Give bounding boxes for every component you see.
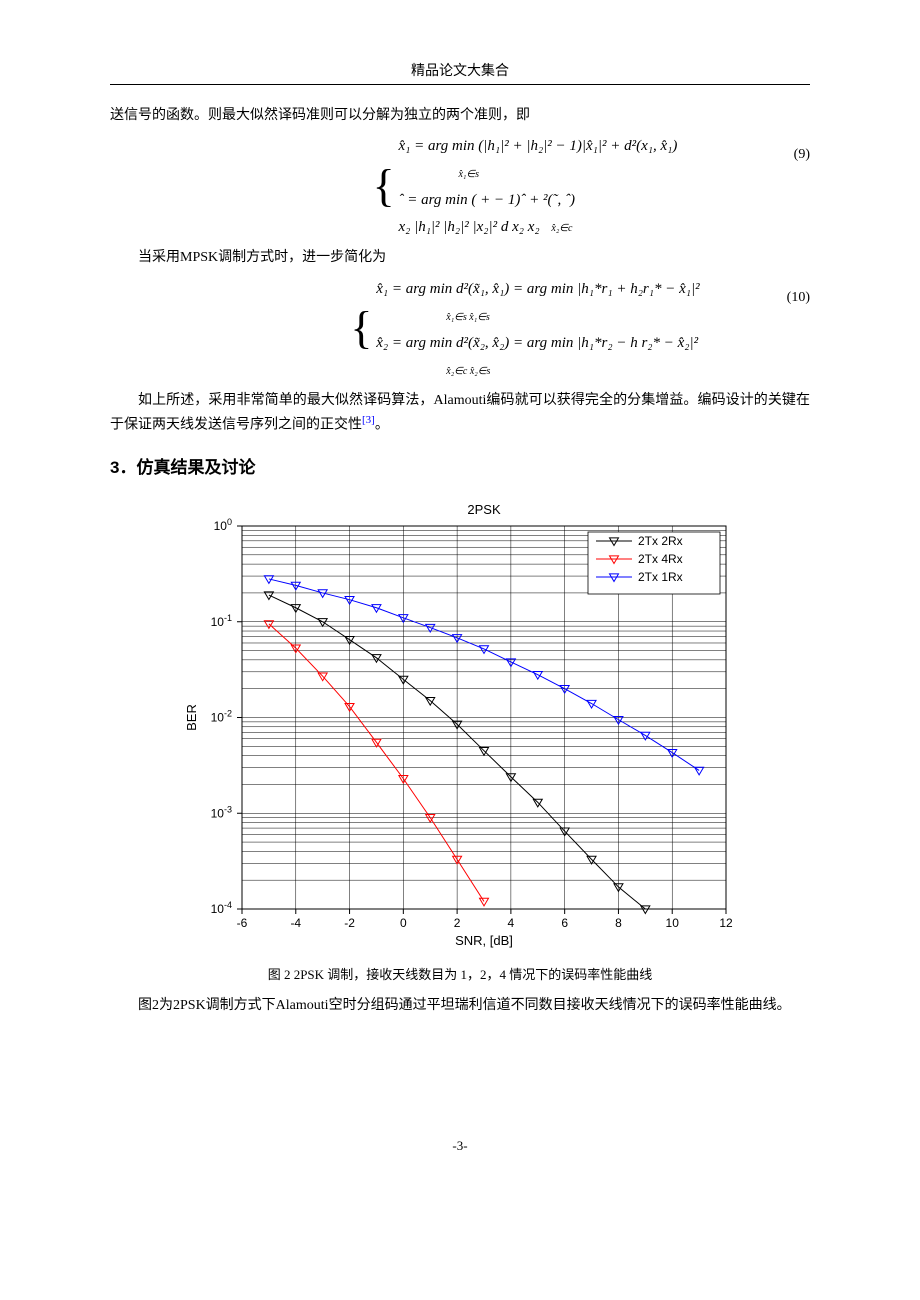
chart-svg: 2PSK -6 -4 -2 0 2 4 6 8 10 12 SNR, [dB] 10-4 10-3 10-2… <box>180 496 740 951</box>
paragraph-4: 图2为2PSK调制方式下Alamouti空时分组码通过平坦瑞利信道不同数目接收天… <box>110 995 810 1017</box>
eq9-sub1: x̂₁∈s <box>458 169 479 180</box>
svg-text:10-4: 10-4 <box>211 900 232 916</box>
eq9-line2: ˆ = arg min ( + − 1)ˆ + ²(˜, ˆ) <box>398 192 574 208</box>
paragraph-3: 如上所述，采用非常简单的最大似然译码算法，Alamouti编码就可以获得完全的分… <box>110 390 810 437</box>
paragraph-2: 当采用MPSK调制方式时，进一步简化为 <box>110 247 810 269</box>
svg-text:-2: -2 <box>344 916 355 930</box>
eq10-sub1: x̂₁∈s x̂₁∈s <box>446 312 490 323</box>
figure-2-caption: 图 2 2PSK 调制，接收天线数目为 1，2，4 情况下的误码率性能曲线 <box>110 964 810 983</box>
section-3-title: 3．仿真结果及讨论 <box>110 453 810 478</box>
svg-text:4: 4 <box>508 916 515 930</box>
eq10-sub2: x̂₂∈c x̂₂∈s <box>446 366 490 377</box>
svg-text:10-1: 10-1 <box>211 613 232 629</box>
eq9-line3: x₂ |h₁|² |h₂|² |x₂|² d x₂ x₂ <box>398 219 539 235</box>
page-number: -3- <box>110 1138 810 1154</box>
paragraph-1: 送信号的函数。则最大似然译码准则可以分解为独立的两个准则，即 <box>110 105 810 127</box>
svg-text:2Tx 2Rx: 2Tx 2Rx <box>638 534 683 548</box>
ber-chart: 2PSK -6 -4 -2 0 2 4 6 8 10 12 SNR, [dB] 10-4 10-3 10-2… <box>180 496 740 956</box>
eq10-line1: x̂₁ = arg min d²(x̃₁, x̂₁) = arg min |h₁… <box>376 281 699 297</box>
svg-text:-6: -6 <box>237 916 248 930</box>
para3-end: 。 <box>375 418 389 433</box>
svg-text:10: 10 <box>666 916 680 930</box>
eq9-num: (9) <box>794 147 810 163</box>
svg-text:-4: -4 <box>290 916 301 930</box>
svg-text:10-2: 10-2 <box>211 709 232 725</box>
eq10-num: (10) <box>787 290 810 306</box>
eq9-sub2: x̂₂∈c <box>551 223 572 234</box>
svg-text:2: 2 <box>454 916 461 930</box>
eq10-line2: x̂₂ = arg min d²(x̃₂, x̂₂) = arg min |h₁… <box>376 335 698 351</box>
svg-text:6: 6 <box>561 916 568 930</box>
reference-3: [3] <box>362 414 375 426</box>
svg-text:12: 12 <box>719 916 733 930</box>
svg-text:2Tx 1Rx: 2Tx 1Rx <box>638 570 683 584</box>
equation-10: { x̂₁ = arg min d²(x̃₁, x̂₁) = arg min |… <box>110 276 810 384</box>
svg-text:SNR, [dB]: SNR, [dB] <box>455 933 513 948</box>
eq9-line1: x̂₁ = arg min (|h₁|² + |h₂|² − 1)|x̂₁|² … <box>398 138 677 154</box>
svg-text:2Tx 4Rx: 2Tx 4Rx <box>638 552 683 566</box>
svg-text:10-3: 10-3 <box>211 804 232 820</box>
page-header: 精品论文大集合 <box>110 60 810 85</box>
para3-text: 如上所述，采用非常简单的最大似然译码算法，Alamouti编码就可以获得完全的分… <box>110 393 810 433</box>
svg-text:0: 0 <box>400 916 407 930</box>
svg-text:2PSK: 2PSK <box>467 502 501 517</box>
svg-text:8: 8 <box>615 916 622 930</box>
svg-text:100: 100 <box>214 517 232 533</box>
equation-9: { x̂₁ = arg min (|h₁|² + |h₂|² − 1)|x̂₁|… <box>110 133 810 241</box>
svg-text:BER: BER <box>184 704 199 731</box>
page: 精品论文大集合 送信号的函数。则最大似然译码准则可以分解为独立的两个准则，即 {… <box>0 0 920 1194</box>
